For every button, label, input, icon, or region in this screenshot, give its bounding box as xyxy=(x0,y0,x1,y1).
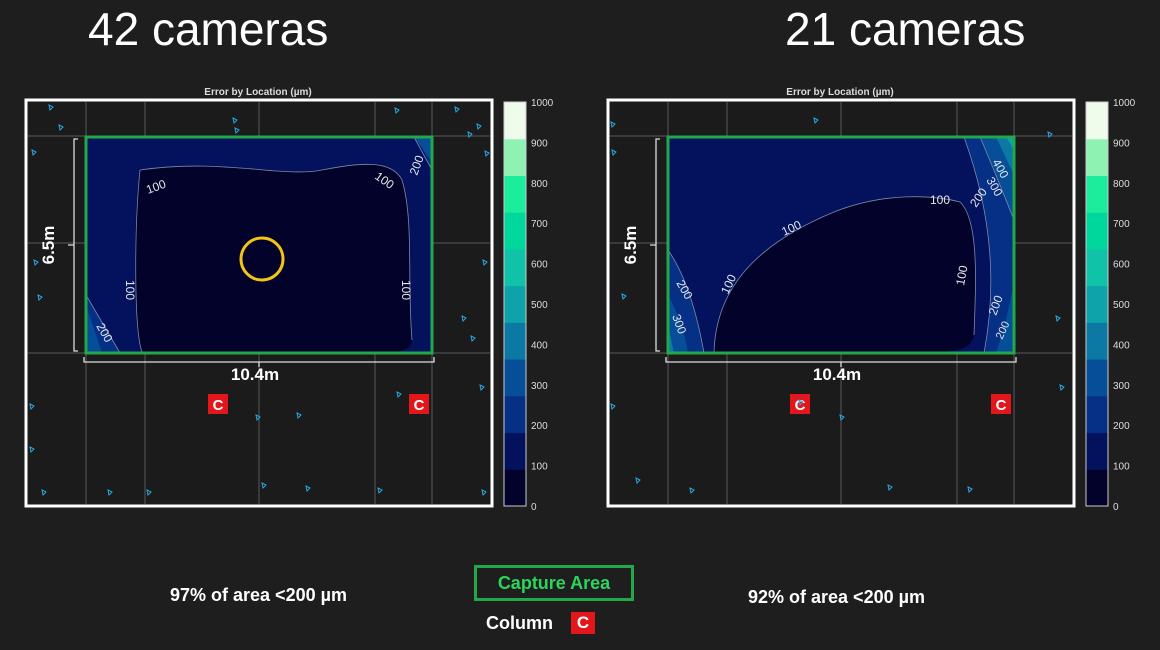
colorbar-tick-label: 300 xyxy=(1113,381,1130,392)
colorbar-tick-label: 900 xyxy=(1113,138,1130,149)
column-marker-label: C xyxy=(213,397,224,414)
colorbar-band xyxy=(1086,175,1108,213)
column-legend-badge: C xyxy=(571,612,595,634)
contour-lines xyxy=(85,136,433,354)
colorbar-tick-label: 400 xyxy=(1113,340,1130,351)
colorbar-tick-label: 200 xyxy=(1113,421,1130,432)
colorbar-tick-label: 500 xyxy=(531,300,548,311)
width-bracket xyxy=(665,357,1017,367)
error-field xyxy=(86,137,432,353)
column-legend: Column C xyxy=(486,612,595,634)
capture-width-label: 10.4m xyxy=(231,365,279,384)
contour-labels: 100 100 100 200 200 300 400 200 300 100 … xyxy=(669,157,1012,342)
colorbar-tick-label: 0 xyxy=(531,502,537,512)
column-marker-label: C xyxy=(996,397,1007,414)
colorbar-band xyxy=(1086,138,1108,176)
width-bracket xyxy=(83,357,435,367)
colorbar-band xyxy=(504,285,526,323)
colorbar-band xyxy=(504,175,526,213)
colorbar-band xyxy=(1086,359,1108,397)
highlight-circle xyxy=(239,236,285,282)
plot-title: Error by Location (µm) xyxy=(204,87,311,98)
panel-heading-21: 21 cameras xyxy=(785,3,1026,55)
colorbar-band xyxy=(1086,212,1108,250)
colorbar-band xyxy=(1086,395,1108,434)
column-legend-label: Column xyxy=(486,612,553,633)
capture-area xyxy=(84,135,434,355)
capture-area-legend: Capture Area xyxy=(474,565,634,601)
colorbar-band xyxy=(1086,285,1108,323)
colorbar-tick-label: 800 xyxy=(531,179,548,190)
contour-label: 100 xyxy=(144,177,168,197)
colorbar-tick-label: 300 xyxy=(531,381,548,392)
plot-title: Error by Location (µm) xyxy=(786,87,893,98)
colorbar-band xyxy=(504,322,526,360)
contour-label: 100 xyxy=(399,280,413,300)
height-bracket xyxy=(650,138,660,352)
camera-markers xyxy=(610,117,1065,495)
panel-heading-42: 42 cameras xyxy=(88,3,329,55)
error-field xyxy=(668,137,1014,353)
capture-height-label: 6.5m xyxy=(39,226,58,265)
contour-label: 100 xyxy=(123,280,137,300)
contour-label: 100 xyxy=(953,264,970,286)
colorbar-tick-label: 100 xyxy=(1113,462,1130,473)
colorbar-band xyxy=(504,469,526,507)
colorbar-band xyxy=(1086,432,1108,470)
caption-21: 92% of area <200 µm xyxy=(748,587,925,607)
colorbar-frame xyxy=(503,101,527,507)
colorbar-tick-label: 800 xyxy=(1113,179,1130,190)
error-map-42-cameras: Error by Location (µm) 100 100 100 200 1… xyxy=(24,87,554,512)
colorbar-tick-label: 100 xyxy=(531,462,548,473)
column-marker xyxy=(991,394,1011,414)
capture-width-label: 10.4m xyxy=(813,365,861,384)
colorbar-band xyxy=(504,395,526,434)
colorbar-band xyxy=(504,138,526,176)
contour-lines xyxy=(667,136,1015,354)
colorbar-frame xyxy=(1085,101,1109,507)
colorbar-band xyxy=(504,212,526,250)
column-marker xyxy=(409,394,429,414)
contour-label: 100 xyxy=(930,193,950,207)
colorbar-band xyxy=(504,432,526,470)
colorbar-band xyxy=(504,102,526,140)
colorbar-band xyxy=(1086,322,1108,360)
colorbar-tick-label: 500 xyxy=(1113,300,1130,311)
height-bracket xyxy=(68,138,78,352)
colorbar-band xyxy=(1086,248,1108,287)
colorbar-band xyxy=(1086,469,1108,507)
colorbar-band xyxy=(504,248,526,287)
colorbar-tick-label: 1000 xyxy=(1113,98,1136,109)
error-map-21-cameras: Error by Location (µm) 100 100 100 200 2… xyxy=(606,87,1136,512)
colorbar-tick-label: 700 xyxy=(531,219,548,230)
colorbar-band xyxy=(504,359,526,397)
colorbar-tick-label: 900 xyxy=(531,138,548,149)
contour-label: 200 xyxy=(986,293,1006,317)
colorbar-tick-label: 600 xyxy=(531,260,548,271)
capture-area xyxy=(666,135,1016,355)
colorbar-tick-label: 400 xyxy=(531,340,548,351)
colorbar-tick-label: 0 xyxy=(1113,502,1119,512)
column-marker-label: C xyxy=(414,397,425,414)
colorbar-tick-label: 1000 xyxy=(531,98,554,109)
column-marker xyxy=(208,394,228,414)
colorbar-tick-label: 700 xyxy=(1113,219,1130,230)
caption-42: 97% of area <200 µm xyxy=(170,585,347,605)
contour-label: 200 xyxy=(407,153,427,177)
colorbar-band xyxy=(1086,102,1108,140)
capture-height-label: 6.5m xyxy=(621,226,640,265)
colorbar-tick-label: 600 xyxy=(1113,260,1130,271)
camera-markers xyxy=(29,104,490,497)
contour-label: 300 xyxy=(669,312,689,336)
colorbar-tick-label: 200 xyxy=(531,421,548,432)
